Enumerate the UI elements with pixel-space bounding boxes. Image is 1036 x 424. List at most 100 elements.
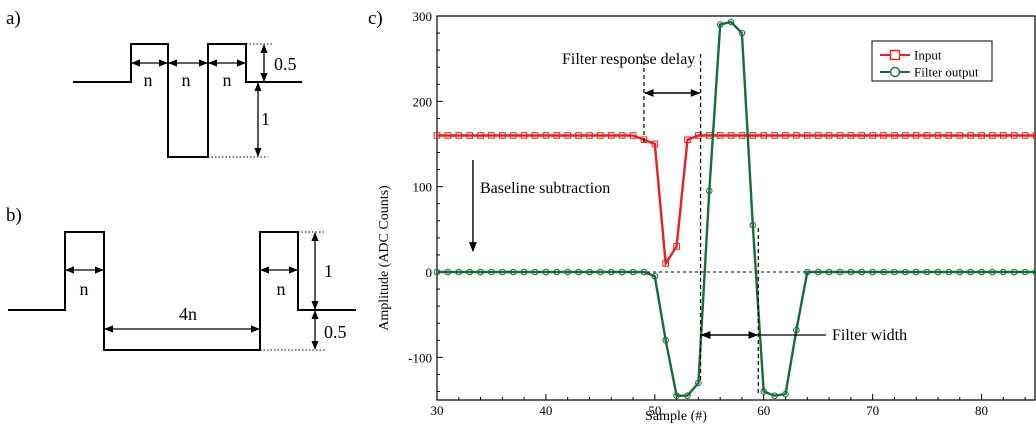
panel-a-high-label: 0.5 bbox=[274, 54, 297, 74]
input-point bbox=[1010, 132, 1018, 139]
filter-output-point bbox=[825, 268, 833, 276]
panel-a-label: a) bbox=[6, 8, 21, 29]
input-point bbox=[662, 260, 670, 267]
input-point bbox=[945, 132, 953, 139]
input-point bbox=[444, 132, 452, 139]
filter-output-point bbox=[520, 268, 528, 276]
filter-output-point bbox=[1000, 268, 1007, 276]
filter-output-point bbox=[1021, 268, 1029, 276]
input-point bbox=[727, 132, 735, 139]
filter-output-point bbox=[749, 221, 757, 229]
input-point bbox=[782, 132, 789, 139]
filter-output-point bbox=[880, 268, 887, 276]
series-layer bbox=[433, 18, 1036, 400]
x-tick-label: 70 bbox=[866, 403, 879, 418]
filter-output-point bbox=[607, 268, 615, 276]
filter-output-point bbox=[499, 268, 506, 276]
panel-a-waveform bbox=[73, 43, 302, 158]
input-point bbox=[488, 132, 495, 139]
x-tick-label: 40 bbox=[539, 403, 552, 418]
legend-items: Input Filter output bbox=[880, 48, 979, 80]
y-tick-label: 0 bbox=[426, 265, 433, 280]
input-point bbox=[912, 132, 920, 139]
filter-output-point bbox=[771, 392, 778, 400]
panel-c-label: c) bbox=[368, 8, 383, 29]
input-point bbox=[564, 132, 571, 139]
input-point bbox=[586, 132, 593, 139]
filter-output-point bbox=[640, 268, 648, 276]
input-point bbox=[978, 132, 985, 139]
input-point bbox=[607, 132, 615, 139]
input-point bbox=[1000, 132, 1007, 139]
x-tick-label: 60 bbox=[757, 403, 770, 418]
filter-output-point bbox=[651, 272, 659, 280]
input-point bbox=[695, 132, 702, 139]
input-point bbox=[553, 132, 561, 139]
input-point bbox=[880, 132, 887, 139]
filter-output-point bbox=[488, 268, 495, 276]
input-point bbox=[803, 132, 811, 139]
filter-output-point bbox=[760, 388, 768, 395]
filter-output-point bbox=[814, 268, 822, 276]
annotation-baseline-label: Baseline subtraction bbox=[480, 180, 610, 197]
filter-output-point bbox=[618, 268, 626, 276]
filter-output-point bbox=[542, 268, 550, 276]
input-point bbox=[771, 132, 778, 139]
filter-output-point bbox=[684, 392, 691, 400]
filter-output-point bbox=[575, 268, 582, 276]
filter-output-point bbox=[455, 268, 463, 276]
filter-output-point bbox=[716, 21, 724, 28]
input-point bbox=[923, 132, 931, 139]
input-point bbox=[836, 132, 844, 139]
series-line-2 bbox=[437, 20, 1036, 397]
filter-output-point bbox=[673, 392, 680, 400]
filter-output-point bbox=[695, 379, 702, 387]
panel-b-n-label-right: n bbox=[277, 279, 286, 299]
input-point bbox=[738, 132, 746, 139]
filter-output-point bbox=[553, 268, 561, 276]
filter-output-point bbox=[803, 268, 811, 276]
input-point bbox=[847, 132, 855, 139]
legend: Input Filter output bbox=[871, 40, 993, 82]
input-point bbox=[814, 132, 822, 139]
filter-output-point bbox=[738, 29, 746, 37]
y-tick-label: -100 bbox=[408, 350, 432, 365]
filter-output-point bbox=[1010, 268, 1018, 276]
series-line-1 bbox=[437, 134, 1036, 268]
input-point bbox=[640, 136, 648, 144]
filter-output-point bbox=[466, 268, 473, 276]
legend-label: Filter output bbox=[914, 65, 979, 80]
filter-output-point bbox=[847, 268, 855, 276]
legend-label: Input bbox=[914, 48, 942, 63]
input-point bbox=[793, 132, 800, 139]
panel-b-waveform bbox=[8, 231, 356, 351]
input-point bbox=[967, 132, 974, 139]
input-point bbox=[684, 136, 691, 144]
input-point bbox=[597, 132, 604, 139]
filter-output-point bbox=[727, 18, 735, 26]
y-tick-label: 200 bbox=[413, 94, 433, 109]
panel-a-low-label: 1 bbox=[261, 109, 270, 129]
input-point bbox=[531, 132, 539, 139]
axis-ticks: 30 40 50 60 70 80 -100 0 100 200 300 bbox=[408, 9, 1026, 418]
panel-a-n-label-3: n bbox=[223, 70, 232, 90]
input-point bbox=[618, 132, 626, 139]
filter-output-point bbox=[793, 326, 800, 334]
input-point bbox=[509, 132, 517, 139]
filter-output-point bbox=[564, 268, 571, 276]
input-point bbox=[629, 132, 637, 139]
input-point bbox=[869, 132, 876, 139]
panel-a-n-label-2: n bbox=[182, 70, 191, 90]
y-tick-label: 100 bbox=[413, 180, 433, 195]
input-point bbox=[825, 132, 833, 139]
input-point bbox=[673, 243, 680, 250]
input-point bbox=[749, 132, 757, 139]
input-point bbox=[542, 132, 550, 139]
input-point bbox=[760, 132, 768, 139]
legend-marker-square bbox=[889, 49, 901, 61]
filter-output-point bbox=[662, 336, 670, 344]
filter-output-point bbox=[836, 268, 844, 276]
panel-b-high-label: 1 bbox=[324, 261, 333, 281]
input-point bbox=[466, 132, 473, 139]
filter-output-point bbox=[869, 268, 876, 276]
